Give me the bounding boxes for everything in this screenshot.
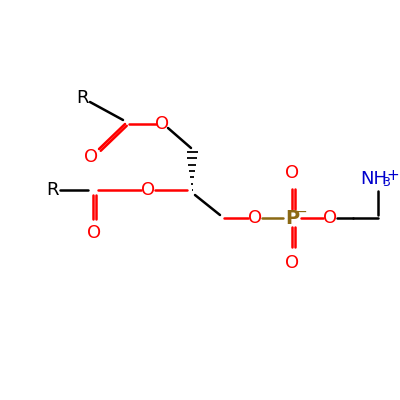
Text: O: O: [141, 181, 155, 199]
Text: O: O: [285, 164, 299, 182]
Text: O: O: [248, 209, 262, 227]
Text: O: O: [285, 254, 299, 272]
Text: +: +: [387, 168, 399, 182]
Text: O: O: [87, 224, 101, 242]
Text: −: −: [295, 205, 307, 219]
Text: R: R: [76, 89, 88, 107]
Text: O: O: [84, 148, 98, 166]
Text: NH: NH: [360, 170, 388, 188]
Text: O: O: [155, 115, 169, 133]
Text: 3: 3: [382, 176, 390, 188]
Text: O: O: [323, 209, 337, 227]
Text: P: P: [285, 208, 299, 228]
Text: R: R: [46, 181, 58, 199]
